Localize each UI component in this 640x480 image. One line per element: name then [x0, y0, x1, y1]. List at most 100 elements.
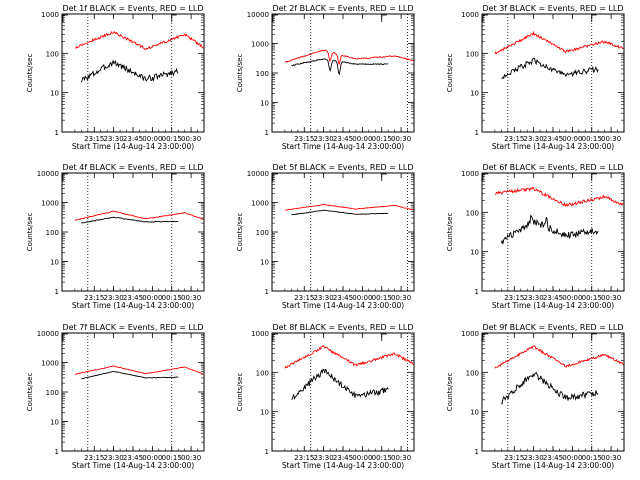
lld-series-line	[284, 49, 414, 66]
x-axis-label: Start Time (14-Aug-14 23:00:00)	[492, 301, 614, 310]
x-tick-label: 23:45	[123, 294, 143, 302]
x-tick-label: 00:30	[391, 454, 411, 462]
x-tick-label: 00:00	[142, 454, 162, 462]
x-axis-label: Start Time (14-Aug-14 23:00:00)	[492, 461, 614, 470]
y-tick-label: 1	[55, 288, 59, 296]
y-axis-label: Counts/sec	[26, 54, 34, 93]
x-tick-label: 23:45	[543, 454, 563, 462]
y-axis-label: Counts/sec	[446, 54, 454, 93]
panel-title: Det 7f BLACK = Events, RED = LLD	[62, 323, 203, 332]
x-tick-label: 00:00	[352, 454, 372, 462]
y-tick-label: 1	[55, 129, 59, 137]
x-tick-label: 23:15	[294, 135, 314, 143]
start-bracket-marker	[272, 173, 278, 181]
start-bracket-marker	[272, 333, 278, 341]
y-tick-label: 10000	[247, 11, 269, 19]
x-axis-label: Start Time (14-Aug-14 23:00:00)	[282, 301, 404, 310]
x-tick-label: 23:45	[333, 294, 353, 302]
lld-series-line	[494, 186, 624, 207]
plot-frame	[271, 332, 415, 452]
lld-series-line	[284, 203, 414, 211]
x-tick-label: 00:15	[582, 454, 602, 462]
lld-series-line	[494, 30, 624, 55]
y-axis-label: Counts/sec	[236, 213, 244, 252]
plot-frame	[271, 13, 415, 133]
start-bracket-marker	[272, 14, 278, 22]
x-axis-label: Start Time (14-Aug-14 23:00:00)	[282, 142, 404, 151]
panel-title: Det 4f BLACK = Events, RED = LLD	[62, 163, 203, 172]
x-axis-label: Start Time (14-Aug-14 23:00:00)	[72, 461, 194, 470]
y-tick-label: 1000	[41, 360, 59, 368]
detector-panel: Det 9f BLACK = Events, RED = LLD Counts/s…	[446, 323, 625, 470]
y-tick-label: 1000	[41, 200, 59, 208]
start-bracket-marker	[482, 173, 488, 181]
y-tick-label: 10	[470, 90, 479, 98]
start-bracket-marker	[482, 14, 488, 22]
y-tick-label: 100	[256, 70, 269, 78]
x-tick-label: 23:30	[314, 294, 334, 302]
y-tick-label: 100	[46, 389, 59, 397]
y-axis-label: Counts/sec	[26, 373, 34, 412]
x-tick-label: 00:30	[391, 294, 411, 302]
detector-panel: Det 7f BLACK = Events, RED = LLD Counts/s…	[26, 323, 205, 470]
x-tick-label: 23:30	[104, 294, 124, 302]
x-axis-label: Start Time (14-Aug-14 23:00:00)	[72, 301, 194, 310]
events-series-line	[291, 368, 389, 401]
x-axis-label: Start Time (14-Aug-14 23:00:00)	[492, 142, 614, 151]
y-tick-label: 10	[50, 259, 59, 267]
y-tick-label: 10000	[247, 170, 269, 178]
x-tick-label: 00:15	[582, 135, 602, 143]
y-axis-label: Counts/sec	[236, 373, 244, 412]
plot-frame	[481, 13, 625, 133]
x-tick-label: 23:45	[543, 135, 563, 143]
start-bracket-marker	[62, 333, 68, 341]
x-tick-label: 00:00	[352, 294, 372, 302]
x-tick-label: 23:30	[104, 454, 124, 462]
y-tick-label: 1000	[251, 200, 269, 208]
end-bracket-marker	[381, 14, 387, 22]
y-tick-label: 10	[470, 409, 479, 417]
end-bracket-marker	[171, 333, 177, 341]
detector-panel: Det 8f BLACK = Events, RED = LLD Counts/s…	[236, 323, 415, 470]
plot-frame	[61, 172, 205, 292]
x-tick-label: 00:15	[162, 135, 182, 143]
x-tick-label: 00:30	[601, 135, 621, 143]
y-axis-label: Counts/sec	[26, 213, 34, 252]
end-bracket-marker	[381, 333, 387, 341]
x-tick-label: 00:15	[162, 454, 182, 462]
y-tick-label: 1000	[251, 330, 269, 338]
detector-panel: Det 1f BLACK = Events, RED = LLD Counts/s…	[26, 4, 205, 151]
y-tick-label: 1	[55, 448, 59, 456]
y-tick-label: 10	[260, 100, 269, 108]
plot-frame	[481, 172, 625, 292]
detector-panel: Det 5f BLACK = Events, RED = LLD Counts/s…	[236, 163, 415, 310]
end-bracket-marker	[171, 173, 177, 181]
y-tick-label: 100	[256, 369, 269, 377]
y-tick-label: 100	[256, 229, 269, 237]
panel-title: Det 2f BLACK = Events, RED = LLD	[272, 4, 413, 13]
x-tick-label: 00:00	[142, 135, 162, 143]
start-bracket-marker	[482, 333, 488, 341]
y-tick-label: 1	[475, 288, 479, 296]
x-tick-label: 23:15	[504, 294, 524, 302]
x-tick-label: 23:45	[333, 454, 353, 462]
x-tick-label: 23:30	[314, 135, 334, 143]
x-tick-label: 00:00	[352, 135, 372, 143]
x-tick-label: 23:30	[314, 454, 334, 462]
panel-title: Det 6f BLACK = Events, RED = LLD	[482, 163, 623, 172]
detector-panel: Det 6f BLACK = Events, RED = LLD Counts/s…	[446, 163, 625, 310]
x-tick-label: 00:15	[372, 294, 392, 302]
y-axis-label: Counts/sec	[446, 213, 454, 252]
plot-frame	[61, 332, 205, 452]
detector-panel: Det 2f BLACK = Events, RED = LLD Counts/s…	[236, 4, 415, 151]
x-tick-label: 00:30	[391, 135, 411, 143]
y-axis-label: Counts/sec	[446, 373, 454, 412]
y-tick-label: 100	[466, 369, 479, 377]
start-bracket-marker	[62, 14, 68, 22]
x-tick-label: 23:15	[294, 294, 314, 302]
y-tick-label: 100	[466, 50, 479, 58]
x-tick-label: 00:00	[562, 454, 582, 462]
lld-series-line	[74, 210, 204, 221]
x-tick-label: 23:30	[524, 454, 544, 462]
